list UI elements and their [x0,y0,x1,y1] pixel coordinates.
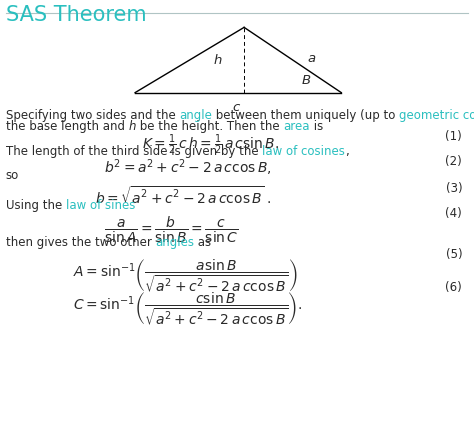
Text: (5): (5) [446,248,462,261]
Text: the base length and: the base length and [6,120,128,133]
Text: $b = \sqrt{a^2 + c^2 - 2\,a\,c\cos B}\;.$: $b = \sqrt{a^2 + c^2 - 2\,a\,c\cos B}\;.… [95,185,271,207]
Text: $b^2 = a^2 + c^2 - 2\,a\,c\cos B,$: $b^2 = a^2 + c^2 - 2\,a\,c\cos B,$ [104,157,272,178]
Text: so: so [6,169,19,182]
Text: h: h [128,120,136,133]
Text: Specifying two sides and the: Specifying two sides and the [6,109,179,123]
Text: law of sines: law of sines [66,199,135,212]
Text: $c$: $c$ [232,101,242,114]
Text: is: is [310,120,323,133]
Text: The length of the third side is given by the: The length of the third side is given by… [6,145,262,158]
Text: (1): (1) [446,130,462,143]
Text: $A = \sin^{-1}\!\left(\dfrac{a\sin B}{\sqrt{a^2+c^2-2\,a\,c\cos B}}\right)$: $A = \sin^{-1}\!\left(\dfrac{a\sin B}{\s… [73,258,299,294]
Text: Using the: Using the [6,199,66,212]
Text: (4): (4) [446,207,462,220]
Text: ,: , [345,145,349,158]
Text: $h$: $h$ [213,53,223,67]
Text: $C = \sin^{-1}\!\left(\dfrac{c\sin B}{\sqrt{a^2+c^2-2\,a\,c\cos B}}\right).$: $C = \sin^{-1}\!\left(\dfrac{c\sin B}{\s… [73,290,303,327]
Text: $K = \frac{1}{2}\,c\,h = \frac{1}{2}\,a\,c\sin B.$: $K = \frac{1}{2}\,c\,h = \frac{1}{2}\,a\… [142,132,279,157]
Text: $B$: $B$ [301,75,311,87]
Text: area: area [283,120,310,133]
Text: law of cosines: law of cosines [262,145,345,158]
Text: SAS Theorem: SAS Theorem [6,5,146,25]
Text: (3): (3) [446,182,462,195]
Text: be the height. Then the: be the height. Then the [136,120,283,133]
Text: $\dfrac{a}{\sin A} = \dfrac{b}{\sin B} = \dfrac{c}{\sin C}$: $\dfrac{a}{\sin A} = \dfrac{b}{\sin B} =… [104,215,239,245]
Text: angle: angle [179,109,212,123]
Text: between them uniquely (up to: between them uniquely (up to [212,109,399,123]
Text: geometric congruence: geometric congruence [399,109,474,123]
Text: (2): (2) [446,155,462,168]
Text: angles: angles [155,236,194,249]
Text: then gives the two other: then gives the two other [6,236,155,249]
Text: as: as [194,236,211,249]
Text: $a$: $a$ [307,52,317,64]
Text: (6): (6) [446,281,462,294]
